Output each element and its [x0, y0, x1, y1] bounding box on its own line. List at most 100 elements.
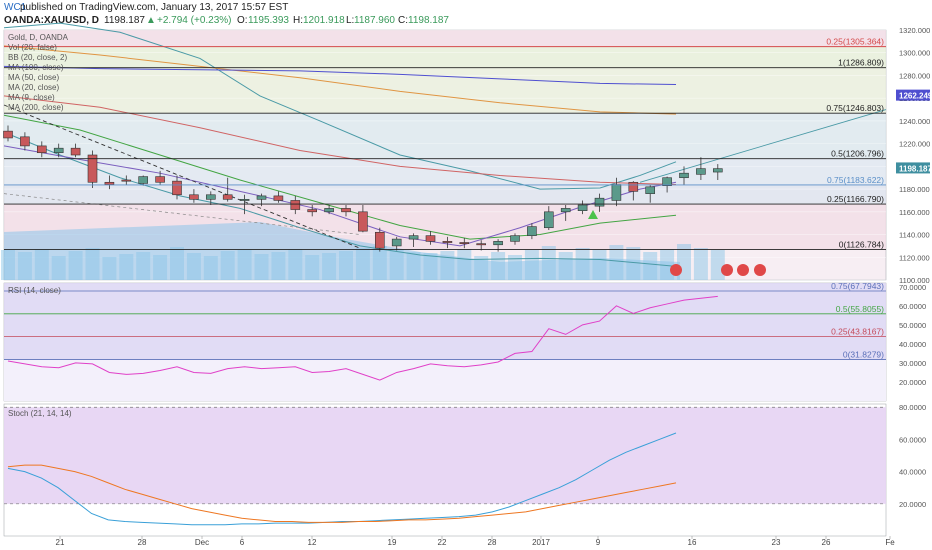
- time-tick-label: 21: [56, 538, 65, 547]
- candle-body: [560, 208, 571, 213]
- candle-body: [36, 145, 47, 154]
- candle-body: [374, 231, 385, 249]
- rsi-series-line: [7, 295, 718, 381]
- candle-body: [256, 195, 267, 200]
- candle-body: [628, 181, 639, 192]
- price-axis: 1320.0001300.0001280.0001260.0001240.000…: [896, 26, 932, 285]
- time-tick-label: 2017: [532, 538, 550, 547]
- indicator-label: MA (9, close): [8, 93, 55, 102]
- price-tick-label: 1120.000: [899, 253, 930, 262]
- fib-level-label: 1(1286.809): [838, 58, 884, 68]
- stoch-tick-label: 40.0000: [899, 468, 926, 477]
- time-tick-label: 19: [388, 538, 397, 547]
- symbol-text[interactable]: OANDA:XAUUSD, D: [4, 15, 99, 26]
- last-price-badge: [896, 162, 930, 174]
- candle-body: [645, 186, 656, 194]
- fib-band: [4, 67, 886, 114]
- candle-body: [189, 194, 199, 200]
- indicator-label: BB (20, close, 2): [8, 53, 67, 62]
- rsi-bands: 0.75(67.7943) 0.5(55.8055) 0.25(43.8167) 0(…: [4, 281, 886, 401]
- header-bg: [0, 0, 932, 26]
- fib-band: [4, 184, 886, 205]
- indicator-label: MA (20, close): [8, 83, 59, 92]
- close-label: C:: [398, 15, 408, 26]
- candle-body: [510, 235, 520, 242]
- indicator-label: Vol (20, false): [8, 43, 57, 52]
- price-change: +2.794 (+0.23%): [157, 15, 232, 26]
- flag-icon[interactable]: [670, 264, 682, 276]
- rsi-level-label: 0.5(55.8055): [836, 304, 884, 314]
- time-tick-label: 28: [138, 538, 147, 547]
- candle-body: [239, 199, 250, 201]
- candle-body: [324, 208, 334, 213]
- rsi-level-label: 0.75(67.7943): [831, 281, 884, 291]
- bb-fill: [4, 222, 680, 280]
- open-value: 1195.393: [248, 15, 289, 26]
- time-tick-label: 26: [822, 538, 831, 547]
- rsi-tick-label: 40.0000: [899, 340, 926, 349]
- rsi-line: [7, 295, 718, 381]
- fib-band: [4, 113, 886, 159]
- volume-bar: [710, 250, 725, 280]
- fib-band: [4, 46, 886, 68]
- stoch-pane[interactable]: 80.0000 60.0000 40.0000 20.0000 Stoch (21, …: [3, 403, 926, 537]
- author-name[interactable]: WC1: [4, 2, 27, 13]
- price-tick-label: 1160.000: [899, 208, 930, 217]
- price-pane[interactable]: 0.25(1305.364) 1(1286.809) 0.75(1246.803) 0…: [1, 22, 932, 285]
- ma200-line: [3, 45, 677, 115]
- price-tick-label: 1320.000: [899, 26, 930, 35]
- flag-icon[interactable]: [754, 264, 766, 276]
- candle-body: [543, 211, 554, 229]
- indicator-label: MA (100, close): [8, 63, 64, 72]
- rsi-axis: 70.0000 60.0000 50.0000 40.0000 30.0000 20.00…: [899, 283, 926, 387]
- volume-bar: [693, 248, 708, 280]
- stoch-label: Stoch (21, 14, 14): [8, 409, 72, 418]
- price-tick-label: 1140.000: [899, 231, 930, 240]
- fib-level-label: 0.25(1166.790): [827, 194, 884, 204]
- flag-icon[interactable]: [721, 264, 733, 276]
- candle-body: [3, 130, 13, 139]
- candle-body: [391, 238, 402, 247]
- stoch-d-line: [7, 464, 677, 523]
- rsi-pane[interactable]: 0.75(67.7943) 0.5(55.8055) 0.25(43.8167) 0(…: [3, 281, 926, 402]
- candle-body: [87, 154, 98, 183]
- low-label: L:: [346, 15, 354, 26]
- ma-badge-text: 1262.249: [899, 92, 932, 101]
- candle-body: [662, 177, 672, 186]
- flag-icon[interactable]: [737, 264, 749, 276]
- event-icons[interactable]: [670, 264, 766, 276]
- candle-body: [121, 179, 132, 182]
- stoch-band: [4, 407, 886, 504]
- candle-body: [594, 197, 605, 207]
- rsi-level-label: 0.25(43.8167): [831, 327, 884, 337]
- price-tick-label: 1100.000: [899, 276, 930, 285]
- price-tick-label: 1240.000: [899, 117, 930, 126]
- candle-body: [358, 211, 368, 232]
- last-price: 1198.187: [104, 15, 145, 26]
- fib-level-label: 0.75(1183.622): [827, 175, 884, 185]
- time-tick-label: 6: [240, 538, 245, 547]
- rsi-tick-label: 30.0000: [899, 359, 926, 368]
- candle-body: [679, 172, 689, 179]
- time-tick-label: Dec: [195, 538, 209, 547]
- stoch-k-line: [7, 432, 677, 526]
- candle-body: [611, 184, 622, 201]
- fib-band: [4, 30, 886, 47]
- time-tick-label: 9: [596, 538, 601, 547]
- downtrend-line: [3, 104, 361, 249]
- rsi-level-label: 0(31.8279): [843, 349, 884, 359]
- indicator-label: Gold, D, OANDA: [8, 33, 69, 42]
- rsi-tick-label: 20.0000: [899, 378, 926, 387]
- stoch-tick-label: 20.0000: [899, 500, 926, 509]
- uptrend-line: [639, 109, 887, 183]
- stoch-axis: 80.0000 60.0000 40.0000 20.0000: [899, 403, 926, 509]
- candle-body: [442, 241, 453, 243]
- candle-body: [712, 168, 723, 173]
- candle-body: [53, 147, 64, 154]
- fib-level-label: 0.5(1206.796): [831, 149, 884, 159]
- rsi-tick-label: 50.0000: [899, 321, 926, 330]
- price-tick-label: 1280.000: [899, 71, 930, 80]
- chart-header: WC1 published on TradingView.com, Januar…: [0, 0, 932, 26]
- time-axis: 21 28 Dec 6 12 19 22 28 2017 9 16 23 26 Fe: [56, 536, 895, 547]
